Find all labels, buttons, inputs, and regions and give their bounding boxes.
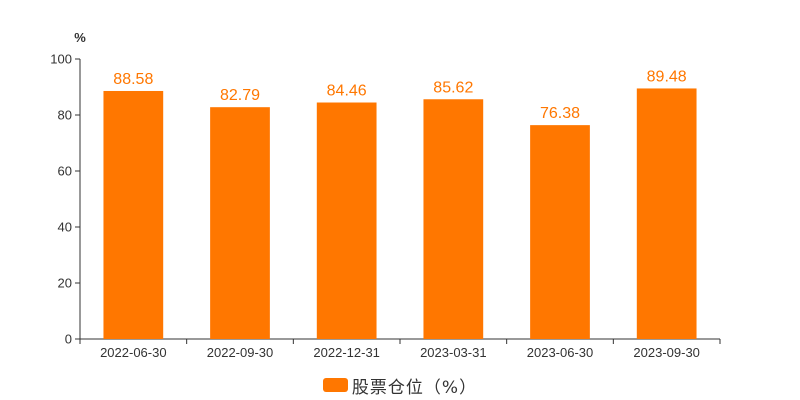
- y-tick-label: 40: [58, 220, 72, 235]
- data-labels: 88.58 82.79 84.46 85.62 76.38 89.48: [113, 68, 686, 122]
- bar-value-label: 82.79: [220, 87, 260, 104]
- x-axis: 2022-06-30 2022-09-30 2022-12-31 2023-03-31…: [79, 338, 721, 360]
- y-axis: 0 20 40 60 80 100: [50, 52, 81, 347]
- x-tick-label: 2023-06-30: [527, 345, 594, 360]
- legend-label: 股票仓位（%）: [351, 377, 478, 398]
- y-tick-label: 80: [58, 108, 72, 123]
- bar-value-label: 88.58: [113, 71, 153, 88]
- x-tick-label: 2022-06-30: [100, 345, 167, 360]
- bar[interactable]: [530, 125, 590, 339]
- bar-series: [103, 88, 697, 340]
- bar[interactable]: [210, 107, 270, 339]
- bar[interactable]: [316, 102, 377, 340]
- bar-value-label: 89.48: [647, 68, 687, 85]
- bar[interactable]: [103, 90, 164, 339]
- y-tick-label: 100: [50, 52, 72, 67]
- bar-value-label: 85.62: [433, 79, 473, 96]
- legend-swatch: [322, 378, 348, 392]
- x-tick-label: 2023-09-30: [633, 345, 700, 360]
- y-axis-unit-label: %: [74, 30, 86, 45]
- x-tick-label: 2023-03-31: [420, 345, 487, 360]
- x-tick-label: 2022-12-31: [313, 345, 380, 360]
- bar-value-label: 76.38: [540, 105, 580, 122]
- y-tick-label: 0: [65, 332, 72, 347]
- bar-value-label: 84.46: [327, 83, 367, 100]
- legend[interactable]: 股票仓位（%）: [0, 373, 800, 398]
- x-tick-label: 2022-09-30: [207, 345, 274, 360]
- y-tick-label: 20: [58, 276, 72, 291]
- y-tick-label: 60: [58, 164, 72, 179]
- bar[interactable]: [636, 88, 697, 340]
- bar[interactable]: [423, 99, 484, 339]
